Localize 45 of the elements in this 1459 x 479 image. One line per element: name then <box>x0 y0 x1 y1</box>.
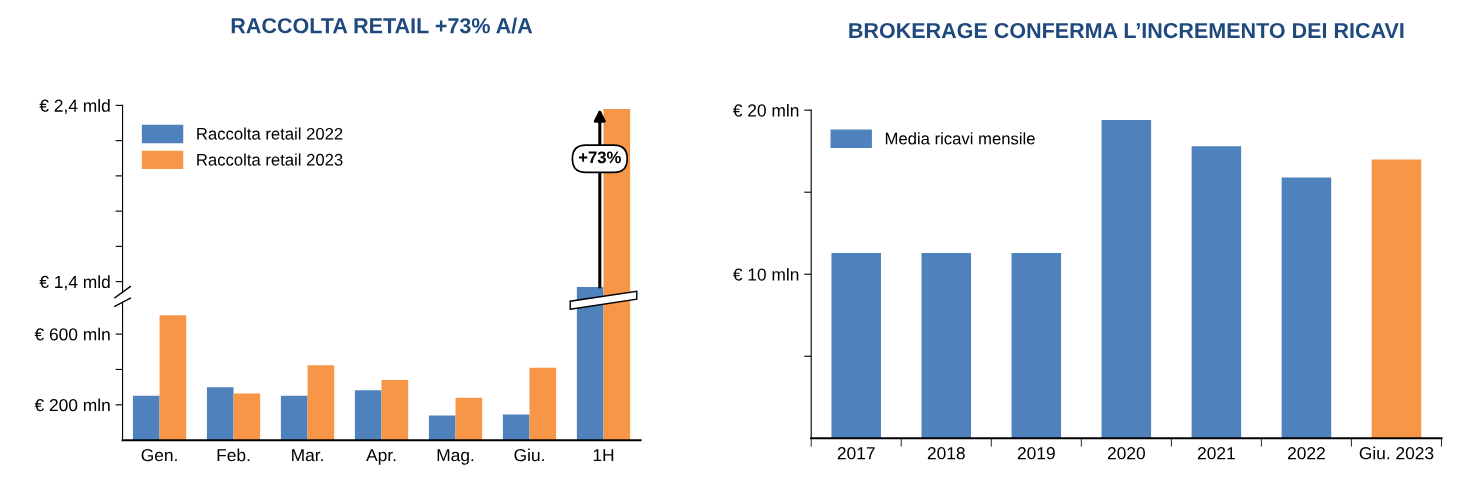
bar <box>233 393 261 441</box>
bar <box>1101 120 1152 439</box>
legend-label: Raccolta retail 2022 <box>197 127 343 140</box>
bar <box>1371 159 1422 439</box>
bar <box>1011 252 1062 439</box>
bar <box>1191 146 1242 439</box>
x-tick-label: Mar. <box>292 449 323 462</box>
y-tick-label: € 2,4 mld <box>39 99 110 114</box>
bar <box>831 252 881 439</box>
x-tick-label: Giu. <box>514 448 544 462</box>
x-tick-label: 1H <box>593 449 614 462</box>
bar <box>307 365 335 441</box>
bar <box>455 397 483 441</box>
legend-label: Media ricavi mensile <box>885 132 1035 145</box>
x-tick-label: Giu. 2023 <box>1359 446 1434 460</box>
chart-title: BROKERAGE CONFERMA L’INCREMENTO DEI RICAVI <box>849 22 1404 39</box>
bar <box>132 395 160 441</box>
y-tick-label: € 600 mln <box>34 327 110 341</box>
bar <box>354 390 382 441</box>
y-tick-label: € 1,4 mld <box>39 275 110 291</box>
x-tick-label: Feb. <box>217 448 250 462</box>
x-tick-label: Apr. <box>366 449 396 465</box>
annotation: +73% <box>578 151 621 164</box>
x-tick-label: 2020 <box>1107 447 1145 460</box>
x-tick-label: Mag. <box>437 449 474 465</box>
bar <box>502 414 530 441</box>
chart-title: RACCOLTA RETAIL +73% A/A <box>231 17 533 34</box>
bar <box>1281 177 1332 439</box>
bar <box>428 415 456 441</box>
y-tick-label: € 200 mln <box>34 398 110 412</box>
x-tick-label: Gen. <box>141 448 177 462</box>
bar <box>921 252 972 439</box>
x-tick-label: 2019 <box>1017 447 1055 460</box>
legend-label: Raccolta retail 2023 <box>197 153 343 166</box>
y-tick-label: € 20 mln <box>732 103 799 117</box>
bar <box>159 315 187 441</box>
x-tick-label: 2018 <box>927 447 965 460</box>
x-tick-label: 2022 <box>1287 447 1325 460</box>
x-tick-label: 2021 <box>1197 447 1235 460</box>
y-tick-label: € 10 mln <box>732 267 799 281</box>
bar <box>381 379 409 441</box>
bar <box>529 367 557 441</box>
bar <box>206 387 234 441</box>
bar <box>280 395 308 441</box>
x-tick-label: 2017 <box>837 447 875 460</box>
